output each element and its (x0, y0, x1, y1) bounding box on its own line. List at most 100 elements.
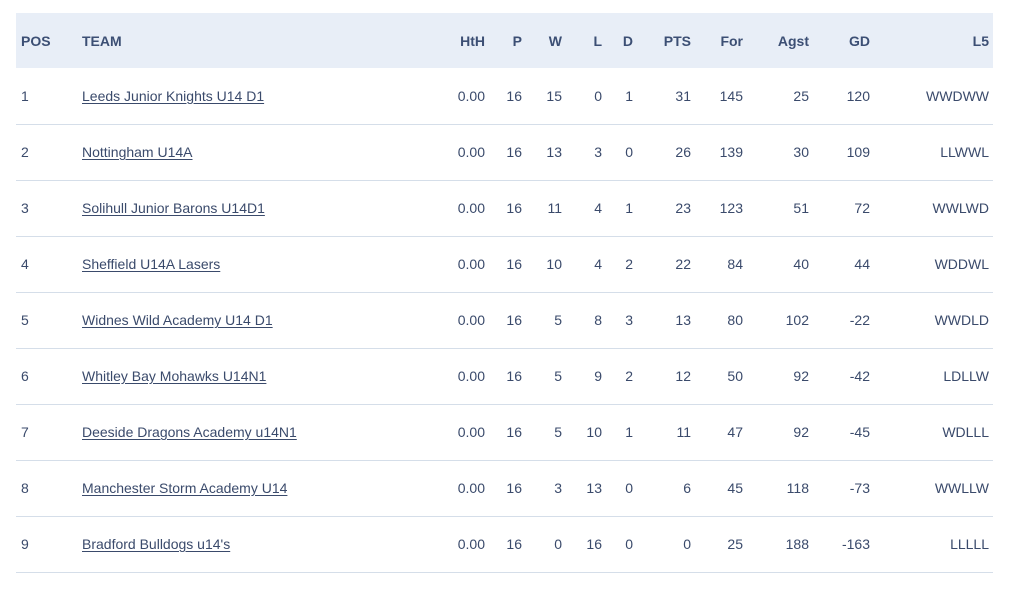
cell-team: Whitley Bay Mohawks U14N1 (82, 348, 385, 404)
cell-goals-against: 102 (785, 312, 809, 328)
header-pos[interactable]: POS (21, 32, 51, 49)
cell-lost: 8 (594, 312, 602, 328)
team-link[interactable]: Bradford Bulldogs u14's (82, 536, 231, 552)
header-hth[interactable]: HtH (460, 32, 485, 49)
cell-pos: 1 (21, 87, 29, 104)
table-row: 3 Solihull Junior Barons U14D1 0.00 16 1… (16, 180, 993, 236)
header-goals-against[interactable]: Agst (777, 32, 809, 49)
team-link[interactable]: Nottingham U14A (82, 144, 193, 160)
cell-points: 31 (675, 87, 691, 104)
cell-goal-difference: -45 (849, 424, 870, 440)
cell-goal-difference: -42 (849, 368, 870, 384)
league-standings-table-container: POS TEAM HtH P W L D PTS For Agst GD L5 … (16, 13, 993, 573)
header-row: POS TEAM HtH P W L D PTS For Agst GD L5 (16, 13, 993, 68)
header-played[interactable]: P (512, 32, 522, 49)
cell-goals-against: 188 (785, 536, 809, 552)
table-row: 9 Bradford Bulldogs u14's 0.00 16 0 16 0… (16, 516, 993, 572)
team-link[interactable]: Leeds Junior Knights U14 D1 (82, 87, 265, 104)
cell-played: 16 (506, 256, 522, 272)
cell-last-five: LLLLL (950, 536, 989, 552)
cell-lost: 10 (586, 424, 602, 440)
cell-goals-for: 50 (727, 368, 743, 384)
cell-pos: 9 (21, 536, 29, 552)
table-row: 5 Widnes Wild Academy U14 D1 0.00 16 5 8… (16, 292, 993, 348)
cell-goals-for: 145 (719, 87, 743, 104)
cell-points: 23 (675, 200, 691, 216)
header-lost[interactable]: L (593, 32, 602, 49)
team-link[interactable]: Widnes Wild Academy U14 D1 (82, 312, 273, 328)
header-goal-difference[interactable]: GD (849, 32, 870, 49)
cell-goal-difference: 44 (854, 256, 870, 272)
cell-hth: 0.00 (457, 200, 485, 216)
cell-lost: 4 (594, 256, 602, 272)
cell-last-five: WDDWL (934, 256, 989, 272)
table-row: 7 Deeside Dragons Academy u14N1 0.00 16 … (16, 404, 993, 460)
cell-goals-for: 25 (727, 536, 743, 552)
cell-team: Widnes Wild Academy U14 D1 (82, 292, 385, 348)
cell-drawn: 1 (625, 87, 633, 104)
cell-points: 13 (675, 312, 691, 328)
cell-hth: 0.00 (457, 87, 485, 104)
cell-drawn: 1 (625, 424, 633, 440)
team-link[interactable]: Manchester Storm Academy U14 (82, 480, 288, 496)
team-link[interactable]: Whitley Bay Mohawks U14N1 (82, 368, 267, 384)
cell-points: 11 (676, 424, 691, 440)
cell-points: 12 (675, 368, 691, 384)
header-goals-for[interactable]: For (720, 32, 743, 49)
table-row: 2 Nottingham U14A 0.00 16 13 3 0 26 139 … (16, 124, 993, 180)
cell-goal-difference: -163 (841, 536, 870, 552)
header-team[interactable]: TEAM (82, 32, 122, 49)
cell-pos: 2 (21, 144, 29, 160)
cell-goal-difference: -22 (849, 312, 870, 328)
league-standings-table: POS TEAM HtH P W L D PTS For Agst GD L5 … (16, 13, 993, 573)
cell-points: 22 (675, 256, 691, 272)
cell-hth: 0.00 (457, 424, 485, 440)
cell-pos: 8 (21, 480, 29, 496)
team-link[interactable]: Solihull Junior Barons U14D1 (82, 200, 265, 216)
cell-hth: 0.00 (457, 480, 485, 496)
cell-team: Sheffield U14A Lasers (82, 236, 385, 292)
cell-won: 13 (546, 144, 562, 160)
cell-hth: 0.00 (457, 368, 485, 384)
cell-lost: 13 (586, 480, 602, 496)
cell-pos: 4 (21, 256, 29, 272)
cell-pos: 3 (21, 200, 29, 216)
cell-played: 16 (506, 480, 522, 496)
cell-lost: 9 (594, 368, 602, 384)
cell-lost: 0 (594, 87, 602, 104)
cell-played: 16 (506, 424, 522, 440)
header-drawn[interactable]: D (622, 32, 633, 49)
header-points[interactable]: PTS (663, 32, 691, 49)
team-link[interactable]: Deeside Dragons Academy u14N1 (82, 424, 297, 440)
cell-played: 16 (506, 312, 522, 328)
cell-goal-difference: -73 (849, 480, 870, 496)
header-last-five[interactable]: L5 (972, 32, 989, 49)
cell-goals-for: 84 (727, 256, 743, 272)
table-header: POS TEAM HtH P W L D PTS For Agst GD L5 (16, 13, 993, 68)
cell-goals-for: 80 (727, 312, 743, 328)
cell-goals-against: 118 (786, 480, 809, 496)
cell-goals-against: 25 (793, 87, 809, 104)
cell-team: Deeside Dragons Academy u14N1 (82, 404, 385, 460)
cell-goals-for: 45 (727, 480, 743, 496)
cell-won: 0 (554, 536, 562, 552)
cell-goal-difference: 120 (846, 87, 870, 104)
cell-pos: 5 (21, 312, 29, 328)
cell-lost: 16 (586, 536, 602, 552)
cell-goals-for: 139 (719, 144, 743, 160)
cell-drawn: 0 (625, 144, 633, 160)
team-link[interactable]: Sheffield U14A Lasers (82, 256, 221, 272)
header-won[interactable]: W (548, 32, 562, 49)
cell-drawn: 2 (625, 368, 633, 384)
cell-team: Manchester Storm Academy U14 (82, 460, 385, 516)
table-row: 6 Whitley Bay Mohawks U14N1 0.00 16 5 9 … (16, 348, 993, 404)
cell-won: 10 (546, 256, 562, 272)
cell-points: 26 (675, 144, 691, 160)
table-row: 8 Manchester Storm Academy U14 0.00 16 3… (16, 460, 993, 516)
cell-hth: 0.00 (457, 256, 485, 272)
cell-pos: 6 (21, 368, 29, 384)
cell-won: 5 (554, 424, 562, 440)
cell-goals-against: 40 (793, 256, 809, 272)
table-row: 4 Sheffield U14A Lasers 0.00 16 10 4 2 2… (16, 236, 993, 292)
cell-hth: 0.00 (457, 144, 485, 160)
